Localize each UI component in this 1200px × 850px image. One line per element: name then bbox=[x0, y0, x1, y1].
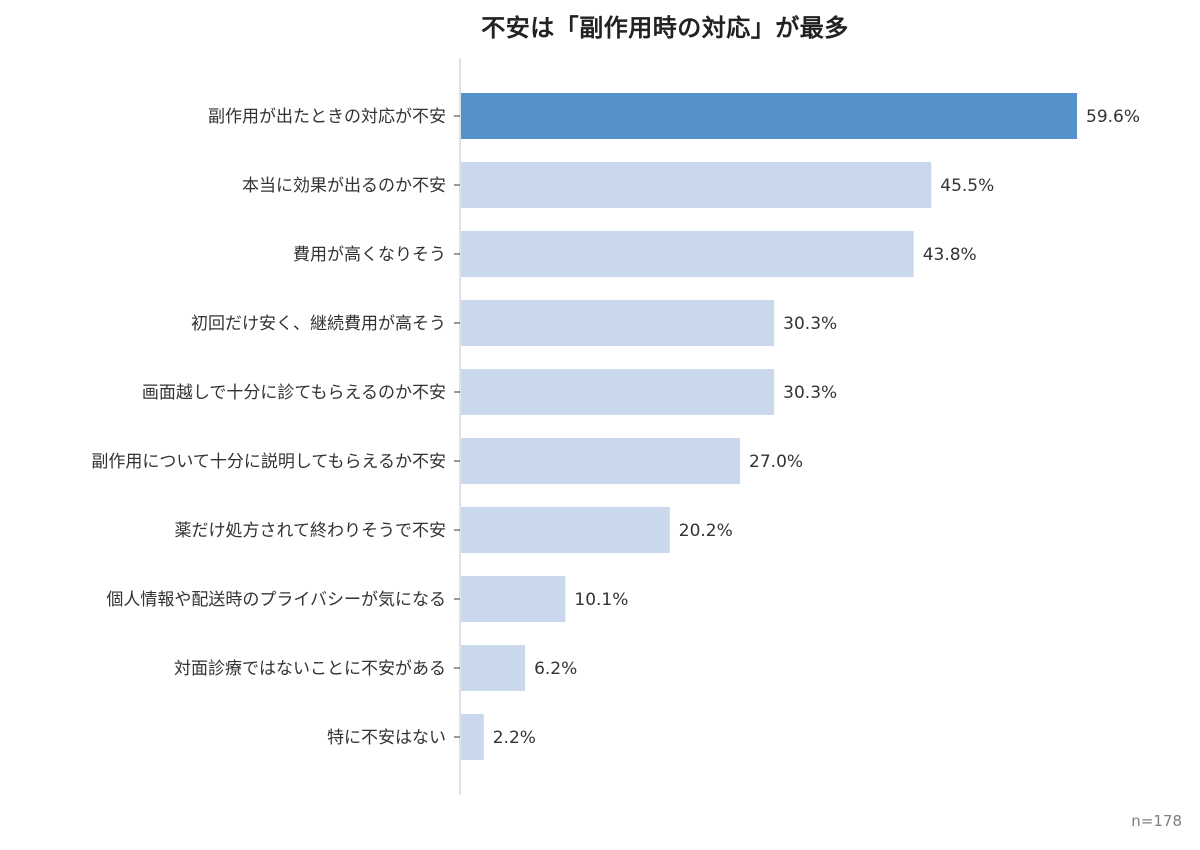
category-label: 副作用が出たときの対応が不安 bbox=[208, 107, 446, 127]
value-label: 30.3% bbox=[783, 314, 837, 334]
category-label: 画面越しで十分に診てもらえるのか不安 bbox=[142, 383, 446, 403]
value-label: 45.5% bbox=[940, 176, 994, 196]
category-label: 薬だけ処方されて終わりそうで不安 bbox=[175, 521, 447, 541]
bar bbox=[461, 300, 775, 346]
bar bbox=[461, 714, 484, 760]
category-label: 初回だけ安く、継続費用が高そう bbox=[191, 314, 446, 334]
chart-title: 不安は「副作用時の対応」が最多 bbox=[481, 14, 849, 42]
value-label: 2.2% bbox=[493, 728, 536, 748]
category-label: 対面診療ではないことに不安がある bbox=[174, 659, 446, 679]
value-label: 20.2% bbox=[679, 521, 733, 541]
bar bbox=[461, 369, 775, 415]
bar bbox=[461, 162, 932, 208]
value-label: 30.3% bbox=[783, 383, 837, 403]
value-label: 6.2% bbox=[534, 659, 577, 679]
category-label: 特に不安はない bbox=[327, 728, 446, 748]
value-label: 59.6% bbox=[1086, 107, 1140, 127]
value-label: 10.1% bbox=[574, 590, 628, 610]
category-label: 個人情報や配送時のプライバシーが気になる bbox=[106, 590, 446, 610]
category-label: 本当に効果が出るのか不安 bbox=[242, 176, 446, 196]
bar bbox=[461, 231, 914, 277]
value-label: 43.8% bbox=[923, 245, 977, 265]
bar bbox=[461, 645, 526, 691]
bar bbox=[461, 576, 566, 622]
bar bbox=[461, 438, 741, 484]
category-label: 副作用について十分に説明してもらえるか不安 bbox=[91, 452, 446, 472]
sample-size-note: n=178 bbox=[1131, 812, 1182, 830]
bar bbox=[461, 507, 670, 553]
category-label: 費用が高くなりそう bbox=[293, 245, 446, 265]
bar-highlighted bbox=[461, 93, 1077, 139]
value-label: 27.0% bbox=[749, 452, 803, 472]
